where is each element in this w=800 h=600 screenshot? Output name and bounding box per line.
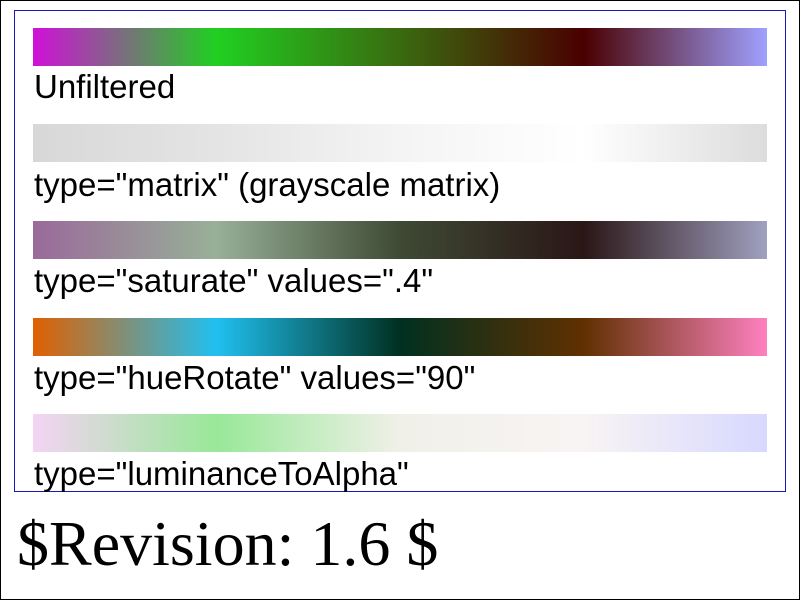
- gradient-bar-huerotate: [33, 318, 767, 356]
- gradient-bar-saturate: [33, 221, 767, 259]
- label-unfiltered: Unfiltered: [34, 68, 176, 105]
- gradient-bar-matrix: [33, 124, 767, 162]
- revision-text: $Revision: 1.6 $: [17, 508, 439, 579]
- label-matrix: type="matrix" (grayscale matrix): [34, 166, 501, 203]
- gradient-bar-unfiltered: [33, 28, 767, 66]
- label-huerotate: type="hueRotate" values="90": [34, 359, 476, 396]
- gradient-bar-luminancetoalpha: [33, 414, 767, 452]
- test-frame: [14, 10, 786, 492]
- label-luminancetoalpha: type="luminanceToAlpha": [34, 455, 409, 492]
- label-saturate: type="saturate" values=".4": [34, 262, 434, 299]
